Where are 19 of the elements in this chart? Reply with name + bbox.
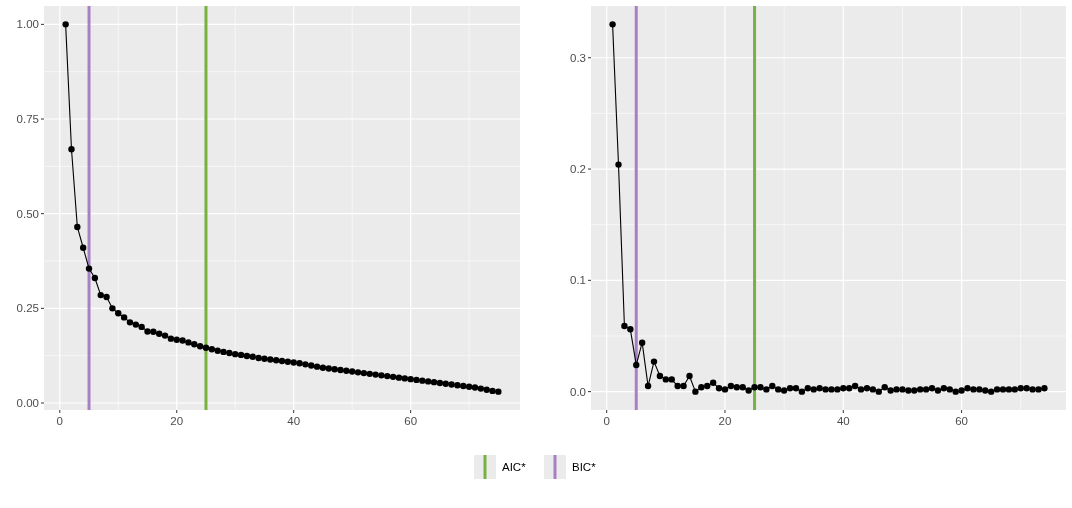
y-tick-label: 0.0 xyxy=(570,385,586,398)
x-tick-label: 20 xyxy=(718,415,732,427)
y-tick-label: 0.25 xyxy=(16,302,39,315)
x-tick-label: 40 xyxy=(836,415,850,427)
y-tick-label: 1.00 xyxy=(16,18,39,31)
x-tick-label: 60 xyxy=(404,415,418,427)
y-tick-label: 0.1 xyxy=(570,274,586,287)
x-tick-label: 0 xyxy=(603,415,610,427)
y-tick-label: 0.2 xyxy=(570,163,586,176)
legend-label: BIC* xyxy=(572,461,597,474)
x-tick-label: 40 xyxy=(287,415,301,427)
x-tick-label: 60 xyxy=(955,415,968,427)
y-tick-label: 0.00 xyxy=(16,397,39,410)
y-tick-label: 0.50 xyxy=(16,207,39,220)
y-tick-label: 0.3 xyxy=(570,51,586,64)
legend-label: AIC* xyxy=(502,461,527,474)
y-tick-label: 0.75 xyxy=(16,113,39,126)
x-tick-label: 20 xyxy=(170,415,184,427)
x-tick-label: 0 xyxy=(56,415,63,427)
